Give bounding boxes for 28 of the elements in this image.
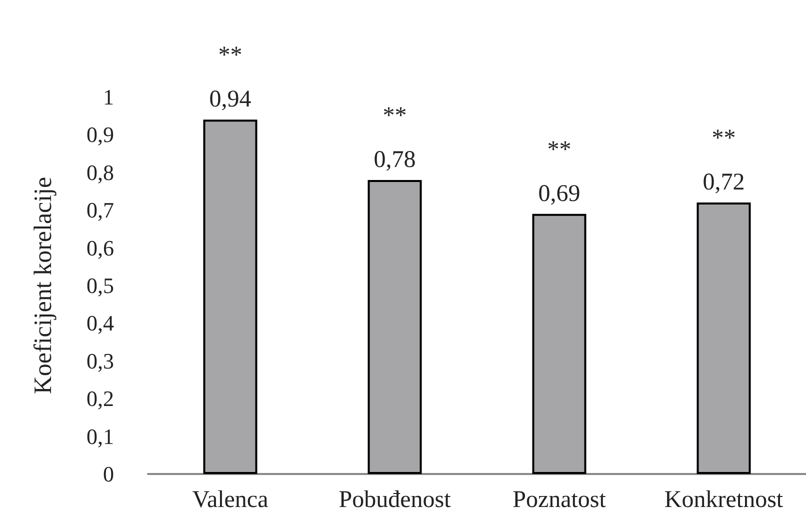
bar	[532, 214, 586, 474]
y-tick-label: 1	[103, 84, 114, 110]
data-label: 0,69	[538, 180, 580, 207]
annotation: **	[547, 136, 572, 163]
x-tick-label: Poznatost	[512, 487, 606, 513]
bar	[696, 202, 751, 474]
x-tick-label: Valenca	[192, 487, 269, 513]
y-tick-label: 0,4	[86, 310, 114, 336]
annotation: **	[712, 126, 736, 152]
y-tick-label: 0,8	[86, 160, 114, 185]
y-tick-label: 0,5	[86, 273, 114, 298]
bar	[368, 180, 422, 474]
y-tick-label: 0,2	[86, 386, 114, 412]
y-tick-label: 0,6	[86, 235, 114, 260]
x-tick-label: Konkretnost	[664, 487, 784, 513]
annotation: **	[218, 42, 242, 69]
data-label: 0,94	[209, 86, 252, 113]
y-tick-label: 0,1	[86, 424, 114, 449]
bar	[203, 120, 258, 474]
data-label: 0,78	[374, 146, 416, 173]
y-tick-label: 0	[103, 462, 114, 486]
y-axis-title: Koeficijent korelacije	[30, 176, 57, 394]
annotation: **	[382, 102, 407, 129]
y-tick-label: 0,9	[86, 122, 114, 148]
y-tick-label: 0,7	[86, 198, 114, 223]
data-label: 0,72	[702, 170, 745, 196]
y-tick-label: 0,3	[86, 348, 114, 374]
x-tick-label: Pobuđenost	[338, 487, 452, 513]
